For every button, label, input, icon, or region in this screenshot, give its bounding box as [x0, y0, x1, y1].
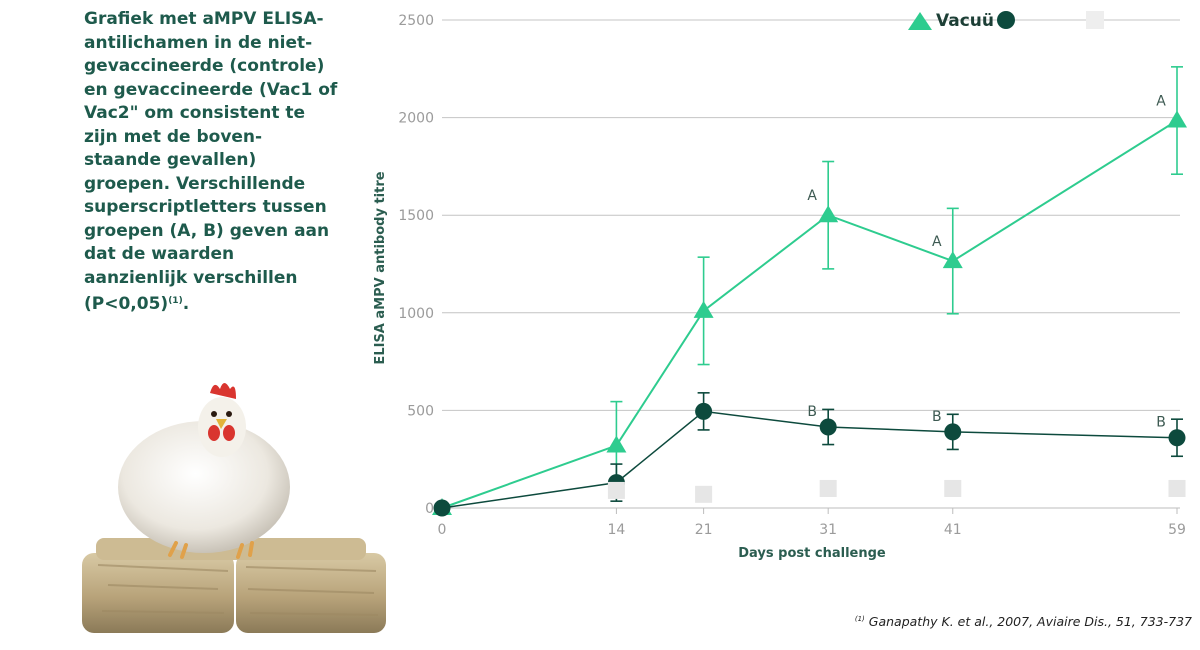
legend-marker-triangle	[908, 12, 932, 30]
gridlines	[441, 19, 1180, 514]
y-tick-label: 0	[425, 501, 434, 517]
y-tick-label: 1500	[398, 208, 434, 224]
caption-text: Grafiek met aMPV ELISA-antilichamen in d…	[84, 9, 338, 314]
legend: Vacuü 1	[908, 11, 1104, 31]
x-tick-label: 0	[438, 522, 447, 538]
figure-caption: Grafiek met aMPV ELISA-antilichamen in d…	[84, 8, 339, 317]
data-point-triangle	[606, 435, 627, 453]
x-tick-label: 59	[1168, 522, 1186, 538]
series-square	[607, 479, 1186, 503]
x-tick-label: 31	[819, 522, 837, 538]
data-point-circle	[695, 402, 713, 420]
legend-label: Vacuü 1	[936, 11, 1012, 31]
data-point-square	[1168, 479, 1186, 497]
reference-mark: (1)	[854, 615, 865, 623]
data-point-triangle	[693, 300, 714, 318]
significance-letter: B	[1156, 415, 1166, 431]
y-tick-label: 2500	[398, 13, 434, 29]
reference-text: Ganapathy K. et al., 2007, Aviaire Dis.,…	[868, 614, 1192, 629]
legend-marker-square	[1086, 11, 1104, 29]
y-tick-label: 500	[407, 403, 434, 419]
y-tick-label: 1000	[398, 306, 434, 322]
legend-marker-circle	[997, 11, 1015, 29]
hen-on-hay-bale-image	[82, 383, 386, 633]
significance-letter: A	[932, 234, 942, 250]
data-point-triangle	[818, 205, 839, 223]
data-point-square	[695, 485, 713, 503]
series-triangle: A A A	[432, 66, 1187, 515]
x-axis-label: Days post challenge	[738, 546, 886, 561]
data-point-circle	[819, 418, 837, 436]
x-axis-tick-labels: 0 14 21 31 41 59	[438, 522, 1186, 538]
source-reference: (1) Ganapathy K. et al., 2007, Aviaire D…	[855, 614, 1192, 629]
significance-letter: B	[932, 409, 942, 425]
data-point-circle	[944, 423, 962, 441]
data-point-square	[819, 479, 837, 497]
significance-letter: A	[807, 188, 817, 204]
data-point-square	[607, 481, 625, 499]
y-axis-tick-labels: 0 500 1000 1500 2000 2500	[398, 13, 434, 517]
y-axis-label: ELISA aMPV antibody titre	[373, 171, 388, 364]
significance-letter: A	[1156, 94, 1166, 110]
series-line	[441, 410, 1178, 509]
caption-ref-mark: (1)	[168, 296, 183, 306]
caption-end: .	[182, 294, 190, 314]
data-point-triangle	[942, 251, 963, 269]
data-point-triangle	[1167, 110, 1187, 128]
x-tick-label: 14	[607, 522, 625, 538]
significance-letter: B	[807, 404, 817, 420]
data-point-circle	[1168, 429, 1186, 447]
data-series: A A A B B B	[432, 66, 1187, 517]
data-point-circle	[433, 499, 451, 517]
series-line	[441, 119, 1178, 509]
y-tick-label: 2000	[398, 111, 434, 127]
x-tick-label: 41	[944, 522, 962, 538]
x-tick-label: 21	[695, 522, 713, 538]
data-point-square	[944, 479, 962, 497]
